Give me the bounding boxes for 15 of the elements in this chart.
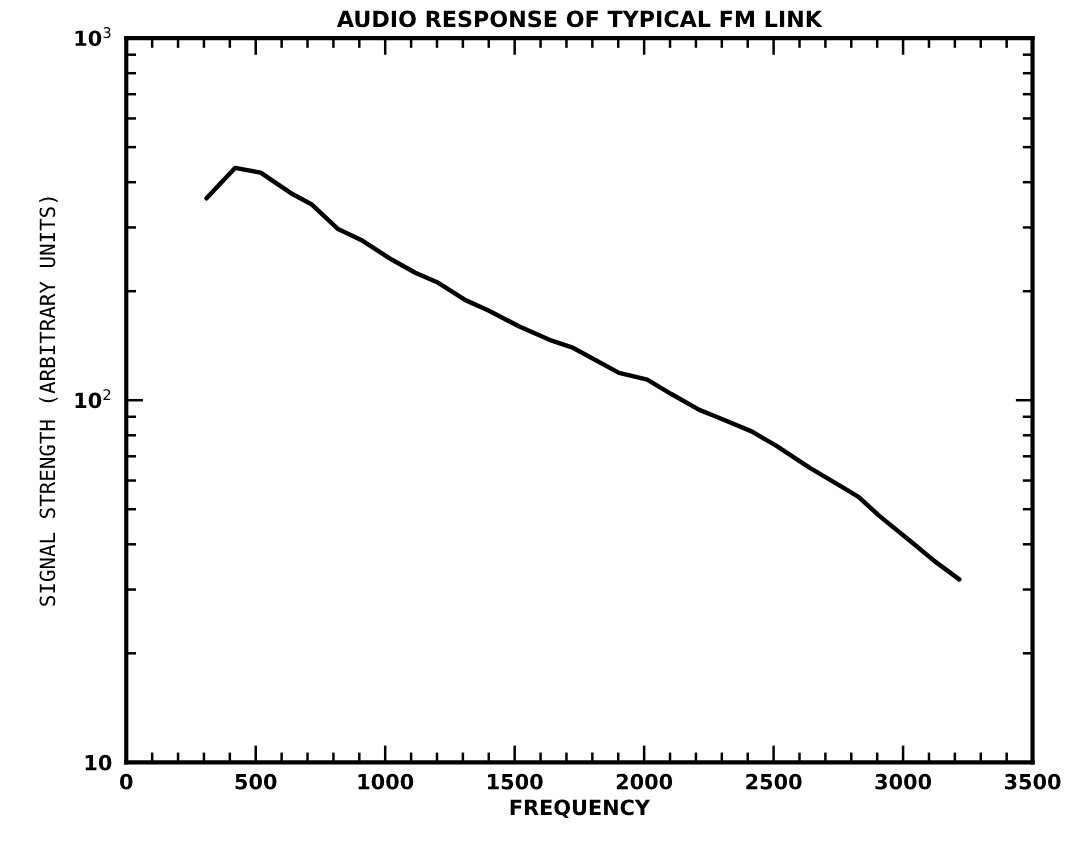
y-axis-title: SIGNAL STRENGTH (ARBITRARY UNITS) [39,197,58,606]
y-tick-label: 10$^{2}$ [75,389,111,409]
x-tick-label: 2500 [746,773,802,790]
line-series [204,165,962,582]
x-tick-label: 3000 [875,773,932,790]
y-tick-label: 10$^{3}$ [75,27,111,47]
y-tick-label: 10 [85,754,112,771]
chart-title: AUDIO RESPONSE OF TYPICAL FM LINK [336,10,823,28]
x-tick-label: 2000 [616,773,673,790]
x-tick-label: 1500 [488,773,543,790]
x-tick-label: 1000 [358,773,414,790]
x-axis-title: FREQUENCY [510,799,651,818]
x-tick-label: 3500 [1004,773,1061,790]
x-tick-label: 500 [235,773,277,790]
x-tick-label: 0 [120,773,133,790]
